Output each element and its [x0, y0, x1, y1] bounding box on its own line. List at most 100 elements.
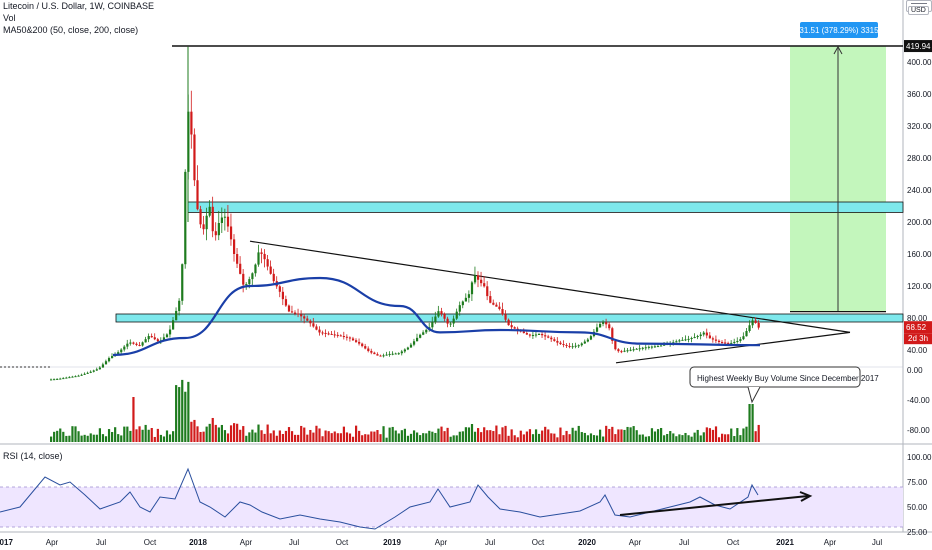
candle-body — [59, 378, 62, 380]
volume-bar — [187, 381, 190, 442]
candle-body — [632, 349, 635, 351]
candle-body — [226, 216, 230, 227]
volume-bar — [467, 427, 471, 442]
candle-body — [242, 273, 245, 285]
volume-bar — [80, 435, 83, 442]
candle-body — [144, 339, 147, 343]
candle-body — [449, 323, 452, 325]
candle-body — [684, 339, 687, 341]
volume-bar — [690, 436, 693, 442]
volume-bar — [303, 427, 306, 442]
volume-bar — [333, 431, 336, 442]
volume-bar — [696, 429, 699, 442]
candle-body — [315, 326, 318, 330]
candle-body — [565, 345, 568, 347]
currency-label[interactable]: USD — [908, 6, 929, 15]
volume-bar — [504, 425, 507, 442]
volume-bar — [711, 429, 715, 442]
candle-body — [650, 346, 654, 348]
candle-body — [223, 216, 227, 218]
candle-body — [83, 373, 86, 375]
volume-bar — [376, 430, 379, 442]
candle-body — [53, 379, 56, 381]
volume-bar — [522, 434, 525, 442]
candle-body — [321, 332, 324, 334]
candle-body — [425, 329, 428, 333]
candle-body — [367, 348, 370, 351]
candle-body — [287, 305, 291, 312]
volume-bar — [687, 435, 690, 442]
volume-bar — [663, 435, 666, 442]
volume-bar — [74, 426, 77, 442]
candle-body — [65, 377, 68, 379]
candle-body — [208, 206, 211, 216]
volume-bar — [156, 428, 159, 442]
candle-body — [336, 334, 339, 336]
volume-bar — [229, 425, 233, 442]
candle-body — [294, 312, 297, 314]
candle-body — [434, 316, 437, 322]
countdown-text: 2d 3h — [908, 334, 928, 343]
candle-body — [306, 318, 309, 321]
volume-bar — [495, 425, 498, 442]
volume-bar — [391, 426, 394, 442]
price-tick-label: 160.00 — [907, 250, 932, 259]
volume-bar — [178, 387, 181, 442]
candle-body — [522, 331, 525, 334]
last-price-text: 68.52 — [906, 323, 927, 332]
volume-bar — [175, 385, 178, 442]
candle-body — [254, 264, 257, 274]
candle-body — [138, 344, 141, 346]
rsi-tick-label: 75.00 — [907, 478, 928, 487]
candle-body — [534, 334, 538, 336]
volume-bar — [486, 430, 489, 442]
volume-bar — [101, 434, 105, 442]
candle-body — [190, 111, 193, 135]
volume-bar — [641, 434, 644, 442]
candle-body — [245, 284, 248, 286]
candle-body — [464, 297, 467, 302]
candle-body — [586, 339, 589, 342]
volume-bar — [385, 437, 388, 442]
volume-bar — [358, 430, 361, 442]
volume-bar — [62, 431, 65, 442]
candle-body — [583, 341, 586, 344]
volume-bar — [92, 434, 95, 442]
volume-bar — [644, 436, 647, 442]
volume-bar — [53, 431, 56, 442]
volume-bar — [437, 428, 440, 442]
volume-bar — [104, 436, 108, 442]
volume-bar — [208, 423, 211, 442]
volume-bar — [458, 431, 461, 442]
volume-bar — [678, 434, 681, 442]
candle-body — [333, 334, 336, 336]
candle-body — [724, 342, 727, 344]
candle-body — [419, 334, 422, 338]
time-tick-label: Jul — [485, 538, 495, 547]
candle-body — [531, 334, 535, 336]
volume-bar — [184, 391, 187, 442]
volume-bar — [202, 431, 205, 442]
candle-body — [199, 209, 202, 225]
candle-body — [705, 332, 708, 336]
rsi-tick-label: 50.00 — [907, 503, 928, 512]
volume-bar — [626, 426, 629, 442]
candle-body — [470, 282, 474, 295]
volume-bar — [199, 431, 202, 442]
candle-body — [266, 259, 269, 267]
volume-bar — [656, 429, 660, 442]
candle-body — [394, 353, 397, 355]
volume-bar — [550, 433, 553, 442]
candle-body — [510, 325, 513, 328]
candle-body — [409, 344, 413, 348]
volume-bar — [330, 433, 333, 442]
volume-bar — [556, 437, 559, 442]
candle-body — [678, 340, 681, 342]
volume-bar — [248, 432, 251, 442]
volume-bar — [473, 431, 477, 442]
candle-body — [699, 334, 702, 337]
candle-body — [544, 335, 547, 337]
time-tick-label: Oct — [336, 538, 349, 547]
